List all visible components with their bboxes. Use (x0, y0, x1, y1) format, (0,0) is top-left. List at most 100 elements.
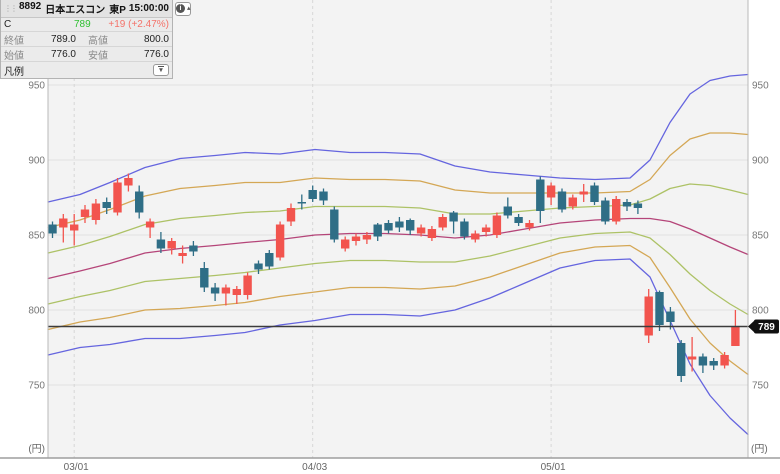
stock-code: 8892 (19, 1, 42, 12)
candle-body (481, 227, 491, 232)
candle-body (492, 215, 502, 235)
band-line--2sigma (47, 244, 749, 376)
candle-body (167, 241, 176, 249)
legend-label: 凡例 (4, 66, 24, 78)
svg-text:(円): (円) (28, 444, 45, 455)
svg-text:789: 789 (758, 322, 775, 333)
candle-body (319, 191, 328, 201)
stock-market: 東P (109, 5, 126, 16)
close-series-row: C 789 +19 (+2.47%) (1, 18, 172, 32)
candle-body (514, 217, 523, 223)
close-value: 789.0 (50, 33, 76, 45)
candle-body (395, 221, 404, 228)
candle-body (124, 178, 133, 186)
candle-body (243, 275, 252, 295)
candle-body (330, 209, 339, 240)
candle-body (633, 203, 643, 208)
candle-body (113, 182, 122, 213)
candle-body (232, 289, 241, 295)
candle-body (601, 200, 610, 222)
candle-body (687, 356, 697, 360)
bollinger-bands (47, 73, 749, 436)
current-price-value: 789 (74, 19, 91, 30)
legend-expand-button[interactable]: ▼ (153, 64, 169, 76)
candle-body (709, 361, 718, 366)
candle-body (644, 296, 653, 336)
candle-body (341, 239, 350, 249)
candle-body (460, 221, 469, 237)
candle-body (568, 197, 577, 207)
candle-body (48, 224, 57, 234)
svg-text:05/01: 05/01 (541, 462, 566, 473)
candle-body (655, 292, 664, 325)
close-label: 終値 (4, 35, 24, 47)
svg-text:(円): (円) (751, 444, 768, 455)
expand-down-icon: ▼ (157, 65, 165, 74)
quote-panel: ⋮⋮ 8892 日本エスコン 東P 15:00:00 i ▴ C 789 +19… (0, 0, 192, 79)
series-label: C (4, 19, 12, 30)
candle-body (590, 185, 599, 202)
drag-handle-icon[interactable]: ⋮⋮ (4, 3, 18, 13)
svg-text:800: 800 (752, 306, 769, 317)
stock-title: 8892 日本エスコン 東P (19, 1, 126, 16)
candle-body (254, 263, 263, 270)
candle-body (286, 208, 296, 222)
price-change: +19 (+2.47%) (108, 19, 169, 30)
high-value: 800.0 (143, 33, 169, 45)
candle-body (59, 218, 68, 228)
low-value: 776.0 (143, 48, 169, 60)
svg-text:850: 850 (752, 231, 769, 242)
candle-body (612, 199, 621, 222)
candle-body (373, 224, 382, 237)
candle-body (351, 236, 361, 241)
candle-body (145, 221, 155, 228)
stock-name: 日本エスコン (45, 5, 106, 16)
candle-body (200, 268, 209, 288)
svg-text:900: 900 (752, 156, 769, 167)
band-line-2sigma (47, 132, 749, 229)
info-icon: i (175, 4, 185, 13)
candle-body (416, 227, 426, 234)
candle-body (471, 233, 480, 240)
candle-body (406, 220, 415, 231)
quote-row-close-high: 終値 789.0 高値 800.0 (1, 32, 172, 47)
candle-body (666, 311, 675, 322)
svg-text:900: 900 (28, 156, 45, 167)
candle-body (308, 190, 317, 199)
info-collapse-button[interactable]: i ▴ (174, 1, 192, 16)
open-label: 始値 (4, 50, 24, 62)
candle-body (178, 253, 187, 256)
candle-body (265, 253, 274, 267)
candle-body (102, 202, 111, 208)
candle-body (210, 287, 220, 294)
quote-row-open-low: 始値 776.0 安値 776.0 (1, 47, 172, 62)
candle-body (80, 209, 90, 217)
candle-body (449, 212, 458, 222)
svg-text:04/03: 04/03 (302, 462, 327, 473)
x-axis-labels: 03/01 04/03 05/01 (64, 462, 566, 473)
candle-body (275, 224, 285, 258)
candle-body (622, 202, 632, 207)
candle-body (731, 326, 740, 346)
candle-body (677, 343, 686, 376)
svg-text:03/01: 03/01 (64, 462, 89, 473)
svg-text:750: 750 (752, 381, 769, 392)
candle-body (546, 185, 556, 198)
candle-body (720, 355, 729, 366)
svg-text:750: 750 (28, 381, 45, 392)
candle-body (525, 223, 534, 228)
quote-panel-header: ⋮⋮ 8892 日本エスコン 東P 15:00:00 i ▴ (1, 0, 192, 18)
band-line-3sigma (47, 73, 749, 203)
candle-body (384, 223, 393, 231)
y-axis-labels: 950 950 900 900 850 850 800 800 750 750 (円) (円) (28, 81, 769, 456)
candles (48, 173, 740, 382)
candle-body (698, 356, 708, 366)
candle-body (135, 191, 144, 213)
svg-text:950: 950 (28, 81, 45, 92)
candle-body (91, 203, 101, 220)
svg-text:800: 800 (28, 306, 45, 317)
quote-time: 15:00:00 (128, 3, 169, 14)
open-value: 776.0 (50, 48, 76, 60)
candle-body (221, 287, 231, 294)
candle-body (297, 202, 306, 204)
